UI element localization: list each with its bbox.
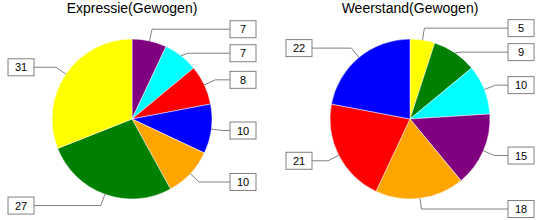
leader-line	[34, 194, 105, 205]
label-box	[8, 59, 34, 76]
label-box	[8, 197, 34, 214]
pie-slice	[52, 39, 132, 148]
leader-line	[149, 29, 230, 41]
data-label: 7	[240, 23, 246, 35]
data-label: 10	[515, 79, 527, 91]
leader-line	[455, 52, 508, 54]
leader-line	[312, 48, 359, 57]
label-box	[230, 21, 256, 38]
pie-slice	[330, 104, 410, 191]
label-box	[230, 71, 256, 88]
data-label: 18	[515, 203, 527, 215]
label-box	[286, 40, 312, 57]
label-box	[230, 173, 256, 190]
leader-line	[484, 85, 508, 89]
data-label: 7	[240, 47, 246, 59]
data-label: 5	[518, 22, 524, 34]
label-box	[286, 152, 312, 169]
leader-line	[420, 198, 508, 209]
chart-canvas: Expressie(Gewogen) 7 7 8 10 10 31 27 Weerstand(G…	[0, 0, 540, 220]
leader-line	[34, 67, 66, 74]
data-label: 15	[515, 150, 527, 162]
chart-title: Expressie(Gewogen)	[67, 0, 198, 16]
data-label: 10	[237, 176, 249, 188]
label-box	[508, 20, 534, 37]
data-label: 27	[15, 200, 27, 212]
label-box	[508, 77, 534, 94]
leader-line	[211, 129, 230, 131]
leader-line	[483, 151, 508, 156]
label-box	[508, 44, 534, 61]
leader-line	[181, 53, 230, 56]
data-label: 31	[15, 61, 27, 73]
pie-slice	[410, 68, 490, 119]
data-label: 9	[518, 46, 524, 58]
data-label: 22	[293, 42, 305, 54]
data-label: 8	[240, 74, 246, 86]
leader-line	[190, 174, 230, 182]
pie-chart: Expressie(Gewogen) 7 7 8 10 10 31 27	[8, 0, 256, 214]
pie-chart: Weerstand(Gewogen) 5 9 10 15 18 22 21	[286, 0, 534, 218]
data-label: 21	[293, 155, 305, 167]
label-box	[508, 147, 534, 164]
leader-line	[423, 28, 508, 40]
data-label: 10	[237, 125, 249, 137]
label-box	[508, 201, 534, 218]
label-box	[230, 122, 256, 139]
pie-slice	[331, 39, 410, 119]
chart-title: Weerstand(Gewogen)	[342, 0, 479, 16]
leader-line	[312, 155, 339, 160]
label-box	[230, 45, 256, 62]
leader-line	[204, 80, 230, 85]
